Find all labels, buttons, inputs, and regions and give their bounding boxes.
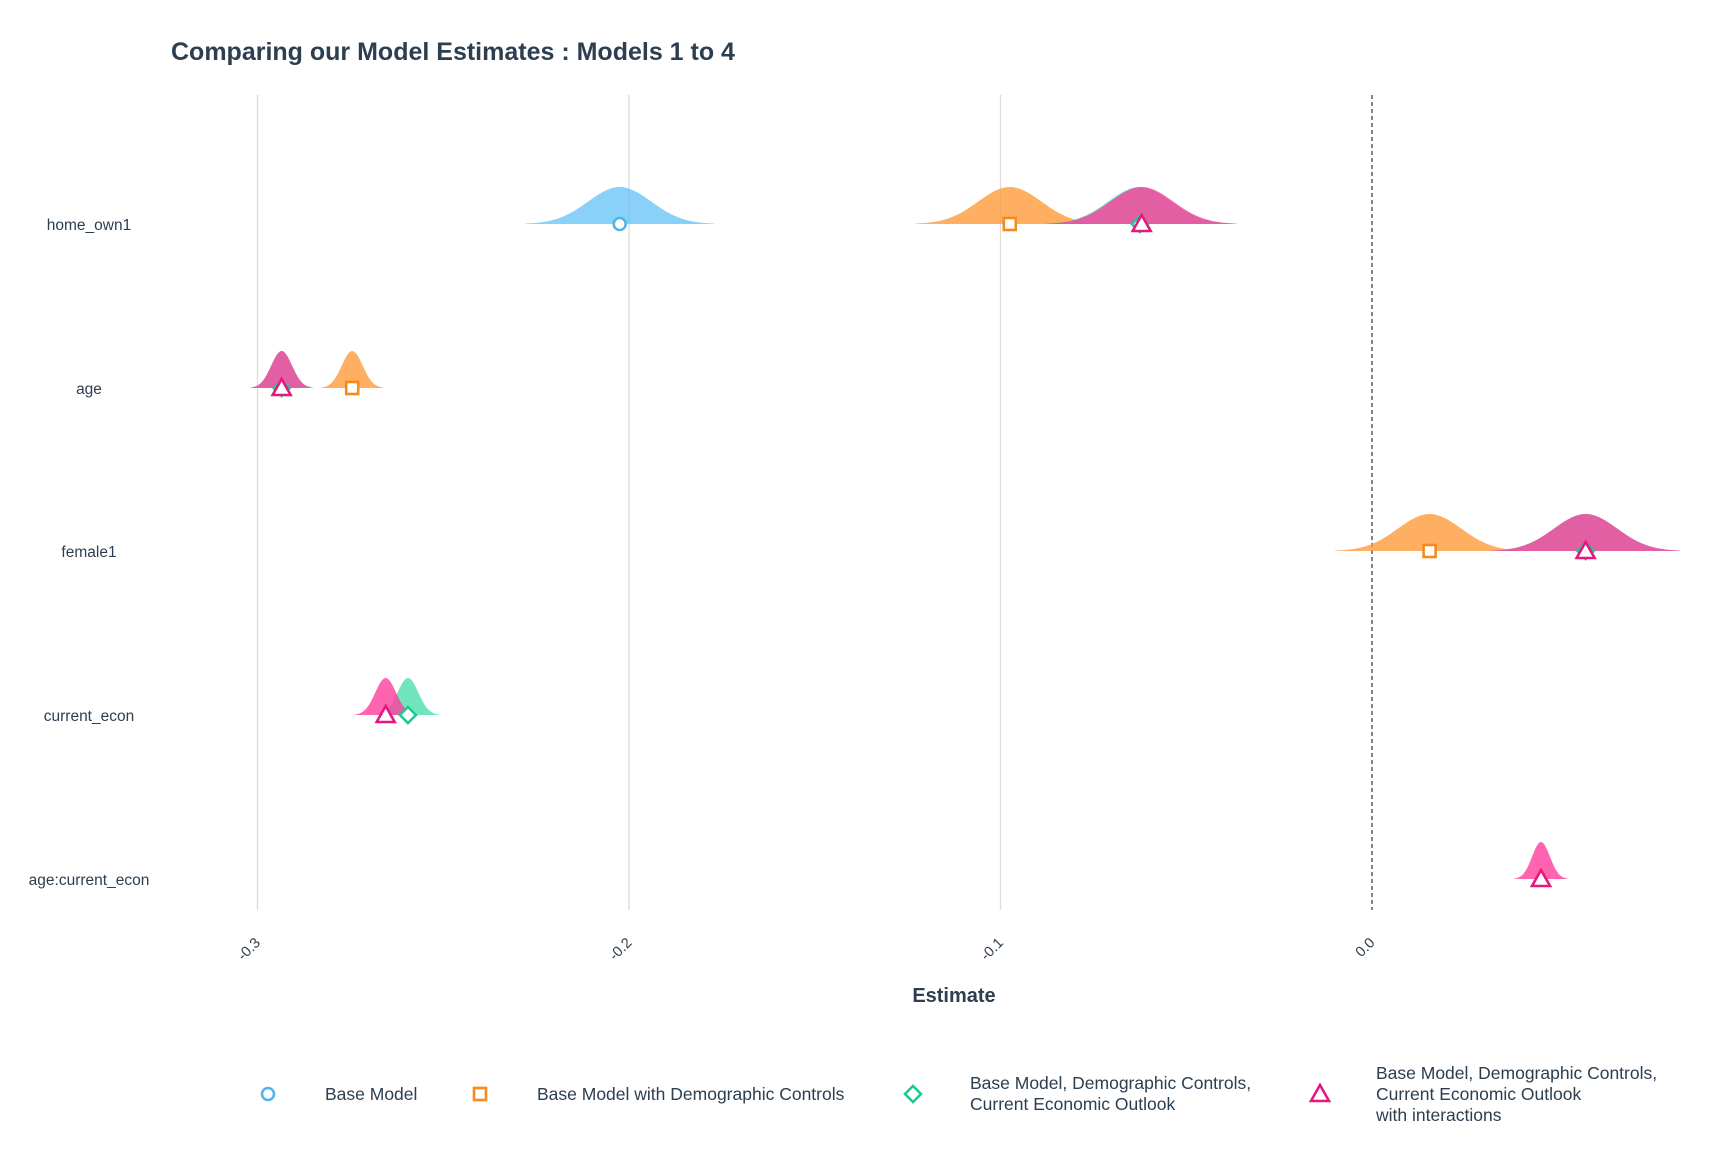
y-label-female1: female1 <box>61 544 116 561</box>
y-label-home-own1: home_own1 <box>47 217 131 234</box>
legend: Base Model Base Model with Demographic Co… <box>0 1050 1728 1150</box>
gridlines <box>256 95 1373 910</box>
x-axis-title: Estimate <box>912 985 995 1007</box>
markers <box>270 212 1597 888</box>
ridge-s4-age-current-econ <box>1514 842 1568 879</box>
ridges <box>250 187 1681 879</box>
ridge-s2-home-own1 <box>915 187 1105 224</box>
legend-symbol-diamond <box>903 1084 923 1104</box>
y-label-current-econ: current_econ <box>44 708 134 725</box>
legend-marker-3 <box>903 1084 923 1104</box>
legend-label-4: Base Model, Demographic Controls, Curren… <box>1376 1062 1658 1125</box>
y-label-age-current-econ: age:current_econ <box>29 872 150 889</box>
ridge-s4-female1 <box>1490 514 1681 551</box>
legend-symbol-triangle <box>1308 1082 1332 1103</box>
ridge-s4-home-own1 <box>1046 187 1237 224</box>
ridge-s2-female1 <box>1334 514 1525 551</box>
ridge-s1-home-own1 <box>524 187 715 224</box>
legend-label-1: Base Model <box>325 1083 418 1104</box>
legend-label-3: Base Model, Demographic Controls, Curren… <box>970 1073 1252 1114</box>
point-s4-age-current-econ <box>1529 867 1553 888</box>
point-s2-age <box>344 380 360 396</box>
ridge-s2-age <box>321 351 384 388</box>
x-tick-label-1: -0.2 <box>606 935 635 964</box>
point-s1-home-own1 <box>612 216 628 232</box>
legend-marker-2 <box>472 1086 488 1102</box>
chart-title: Comparing our Model Estimates : Models 1… <box>171 38 735 66</box>
point-s4-age <box>270 376 293 397</box>
point-s2-home-own1 <box>1002 216 1018 232</box>
x-tick-label-2: -0.1 <box>978 935 1007 964</box>
x-tick-label-0: -0.3 <box>235 935 264 964</box>
point-s3-current-econ <box>398 705 418 725</box>
x-axis-ticks: -0.3 -0.2 -0.1 0.0 <box>235 935 1378 964</box>
point-s4-home-own1 <box>1130 212 1153 233</box>
y-label-age: age <box>76 381 102 398</box>
point-s2-female1 <box>1422 543 1437 559</box>
legend-marker-1 <box>260 1086 276 1102</box>
legend-symbol-square <box>472 1086 488 1102</box>
ridge-s4-current-econ <box>354 678 417 715</box>
legend-label-2: Base Model with Demographic Controls <box>537 1083 845 1104</box>
point-s4-female1 <box>1574 539 1597 560</box>
legend-symbol-circle <box>260 1086 276 1102</box>
ridge-s4-age <box>250 351 313 388</box>
legend-marker-4 <box>1308 1082 1332 1103</box>
x-tick-label-3: 0.0 <box>1353 935 1379 961</box>
point-s4-current-econ <box>374 703 397 724</box>
